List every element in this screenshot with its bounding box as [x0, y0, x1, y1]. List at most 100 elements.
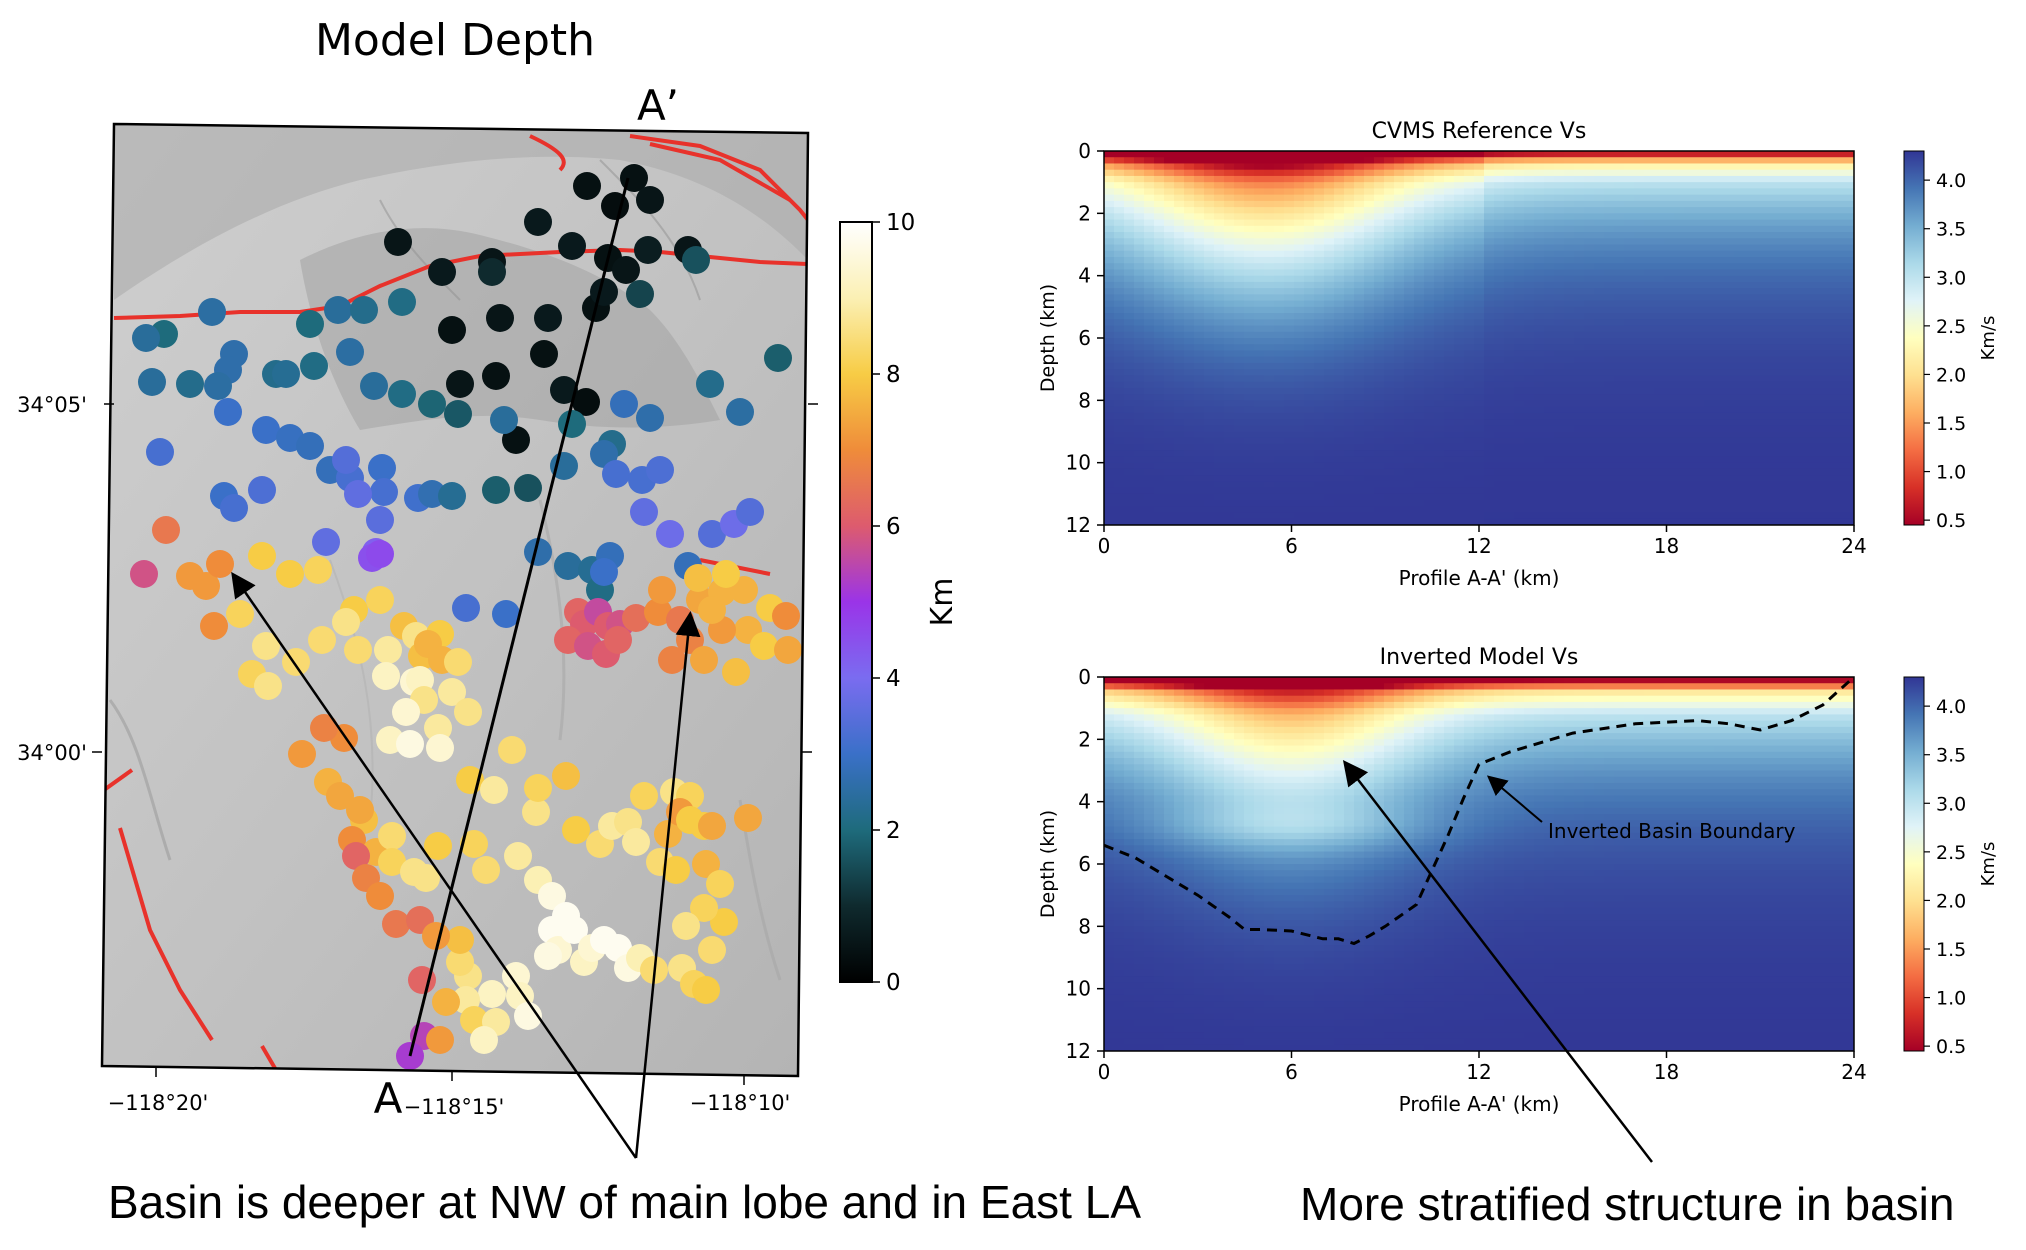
velocity-cell [1694, 157, 1705, 165]
velocity-cell [1424, 443, 1435, 451]
velocity-cell [1104, 225, 1115, 233]
velocity-cell [1494, 462, 1505, 470]
velocity-cell [1744, 500, 1755, 507]
velocity-cell [1754, 175, 1765, 183]
velocity-cell [1404, 362, 1415, 370]
velocity-cell [1314, 219, 1325, 227]
velocity-cell [1834, 350, 1845, 358]
station-marker [550, 376, 578, 404]
velocity-cell [1694, 263, 1705, 271]
velocity-cell [1584, 431, 1595, 439]
velocity-cell [1434, 394, 1445, 401]
station-marker [726, 398, 754, 426]
velocity-cell [1464, 512, 1475, 520]
velocity-cell [1504, 188, 1515, 196]
velocity-cell [1504, 151, 1515, 158]
velocity-cell [1294, 200, 1305, 208]
velocity-cell [1324, 269, 1335, 277]
velocity-cell [1844, 163, 1854, 171]
velocity-cell [1214, 450, 1225, 458]
velocity-cell [1364, 344, 1375, 352]
velocity-cell [1824, 456, 1835, 464]
velocity-cell [1804, 238, 1815, 246]
velocity-cell [1264, 406, 1275, 414]
velocity-cell [1144, 306, 1155, 314]
velocity-cell [1604, 275, 1615, 283]
velocity-cell [1754, 375, 1765, 383]
velocity-cell [1204, 250, 1215, 258]
velocity-cell [1814, 443, 1825, 451]
station-marker [424, 832, 452, 860]
velocity-cell [1394, 487, 1405, 495]
velocity-cell [1114, 381, 1125, 389]
velocity-cell [1104, 1019, 1115, 1027]
velocity-cell [1614, 425, 1625, 433]
velocity-cell [1794, 468, 1805, 476]
velocity-cell [1654, 443, 1665, 451]
velocity-cell [1294, 344, 1305, 352]
velocity-cell [1104, 375, 1115, 383]
velocity-cell [1544, 219, 1555, 227]
velocity-cell [1624, 331, 1635, 339]
velocity-cell [1734, 406, 1745, 414]
velocity-cell [1554, 356, 1565, 364]
velocity-cell [1624, 506, 1635, 514]
velocity-cell [1104, 481, 1115, 489]
velocity-cell [1254, 344, 1265, 352]
velocity-cell [1484, 331, 1495, 339]
velocity-cell [1664, 462, 1675, 470]
velocity-cell [1804, 344, 1815, 352]
velocity-cell [1684, 300, 1695, 308]
velocity-cell [1464, 232, 1475, 239]
velocity-cell [1834, 313, 1845, 320]
velocity-cell [1604, 175, 1615, 183]
velocity-cell [1404, 244, 1415, 252]
velocity-cell [1434, 225, 1445, 233]
velocity-cell [1224, 281, 1235, 289]
velocity-cell [1764, 244, 1775, 252]
velocity-cell [1504, 356, 1515, 364]
velocity-cell [1144, 506, 1155, 514]
station-marker [214, 398, 242, 426]
velocity-cell [1644, 151, 1655, 158]
velocity-cell [1704, 288, 1715, 295]
velocity-cell [1194, 182, 1205, 189]
velocity-cell [1584, 493, 1595, 501]
velocity-cell [1624, 456, 1635, 464]
velocity-cell [1234, 387, 1245, 395]
velocity-cell [1444, 443, 1455, 451]
velocity-cell [1324, 256, 1335, 264]
velocity-cell [1794, 456, 1805, 464]
velocity-cell [1594, 394, 1605, 401]
velocity-cell [1584, 219, 1595, 227]
velocity-cell [1614, 331, 1625, 339]
velocity-cell [1534, 263, 1545, 271]
velocity-cell [1804, 500, 1815, 507]
velocity-cell [1104, 994, 1115, 1002]
velocity-cell [1504, 369, 1515, 376]
velocity-cell [1164, 443, 1175, 451]
velocity-cell [1694, 462, 1705, 470]
velocity-cell [1474, 300, 1485, 308]
velocity-cell [1724, 481, 1735, 489]
velocity-cell [1504, 182, 1515, 189]
velocity-cell [1754, 381, 1765, 389]
velocity-cell [1174, 425, 1185, 433]
velocity-cell [1704, 344, 1715, 352]
velocity-cell [1104, 913, 1115, 921]
velocity-cell [1184, 300, 1195, 308]
velocity-cell [1134, 381, 1145, 389]
velocity-cell [1364, 219, 1375, 227]
velocity-cell [1844, 400, 1854, 408]
velocity-cell [1244, 275, 1255, 283]
velocity-cell [1264, 425, 1275, 433]
velocity-cell [1364, 493, 1375, 501]
velocity-cell [1444, 481, 1455, 489]
velocity-cell [1124, 895, 1135, 902]
velocity-cell [1744, 294, 1755, 302]
velocity-cell [1764, 256, 1775, 264]
velocity-cell [1214, 356, 1225, 364]
velocity-cell [1374, 313, 1385, 320]
velocity-cell [1164, 431, 1175, 439]
velocity-cell [1724, 456, 1735, 464]
